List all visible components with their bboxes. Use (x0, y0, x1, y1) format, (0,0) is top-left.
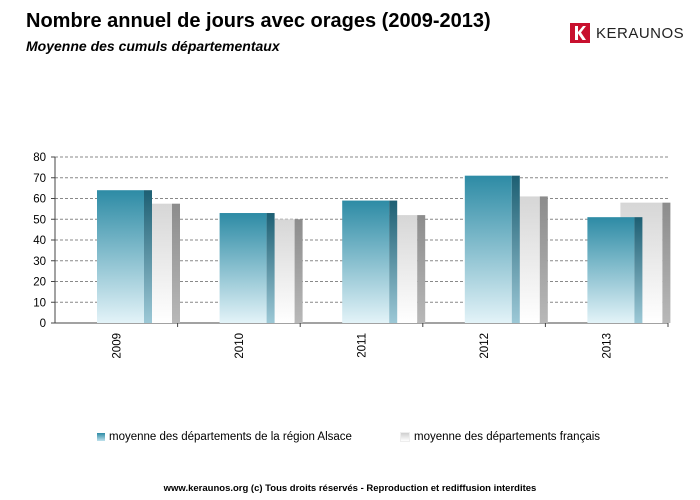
bar-france-side-2013 (662, 202, 671, 323)
x-tick-label: 2013 (602, 333, 614, 359)
legend-swatch-france (400, 432, 410, 442)
bar-france-side-2012 (539, 196, 548, 323)
legend-item-france: moyenne des départements français (400, 431, 600, 443)
bar-alsace-2010 (219, 213, 267, 323)
logo-text: KERAUNOS (596, 24, 685, 42)
bar-alsace-side-2009 (144, 190, 152, 323)
chart-title: Nombre annuel de jours avec orages (2009… (26, 10, 491, 32)
bar-alsace-2011 (342, 200, 390, 323)
bar-france-side-2009 (172, 203, 180, 323)
y-tick-label: 60 (33, 194, 46, 206)
legend-label-alsace: moyenne des départements de la région Al… (109, 431, 352, 443)
x-tick-label: 2011 (357, 333, 369, 358)
legend-item-alsace: moyenne des départements de la région Al… (97, 431, 352, 443)
axis-layer: 0 10 20 30 40 50 60 70 80 2009 2010 2011 2012 2013 (33, 152, 669, 359)
keraunos-logo: KERAUNOS (570, 22, 684, 44)
chart-subtitle: Moyenne des cumuls départementaux (26, 38, 280, 54)
y-tick-label: 40 (33, 235, 46, 247)
bar-alsace-side-2010 (266, 213, 275, 323)
bar-alsace-side-2012 (511, 175, 520, 323)
y-tick-label: 50 (33, 214, 46, 226)
y-tick-label: 30 (33, 256, 46, 268)
bar-france-side-2011 (417, 215, 426, 323)
legend-label-france: moyenne des départements français (414, 431, 601, 443)
y-tick-label: 10 (33, 297, 46, 309)
bar-alsace-side-2013 (634, 217, 643, 323)
legend-swatch-alsace (97, 433, 105, 441)
x-tick-label: 2010 (234, 333, 246, 359)
y-tick-label: 20 (33, 277, 46, 289)
y-tick-label: 0 (40, 318, 46, 330)
x-tick-label: 2009 (111, 333, 123, 359)
bar-france-side-2010 (294, 219, 303, 323)
bar-alsace-side-2011 (389, 200, 398, 323)
y-tick-label: 70 (33, 173, 46, 185)
keraunos-logo-icon (570, 23, 590, 43)
bar-alsace-2012 (464, 175, 512, 323)
bar-alsace-2009 (97, 190, 144, 323)
bar-alsace-2013 (587, 217, 635, 323)
x-tick-label: 2012 (479, 333, 491, 359)
y-tick-label: 80 (33, 152, 46, 164)
footer-copyright: www.keraunos.org (c) Tous droits réservé… (163, 483, 537, 494)
bars-layer (97, 175, 671, 323)
